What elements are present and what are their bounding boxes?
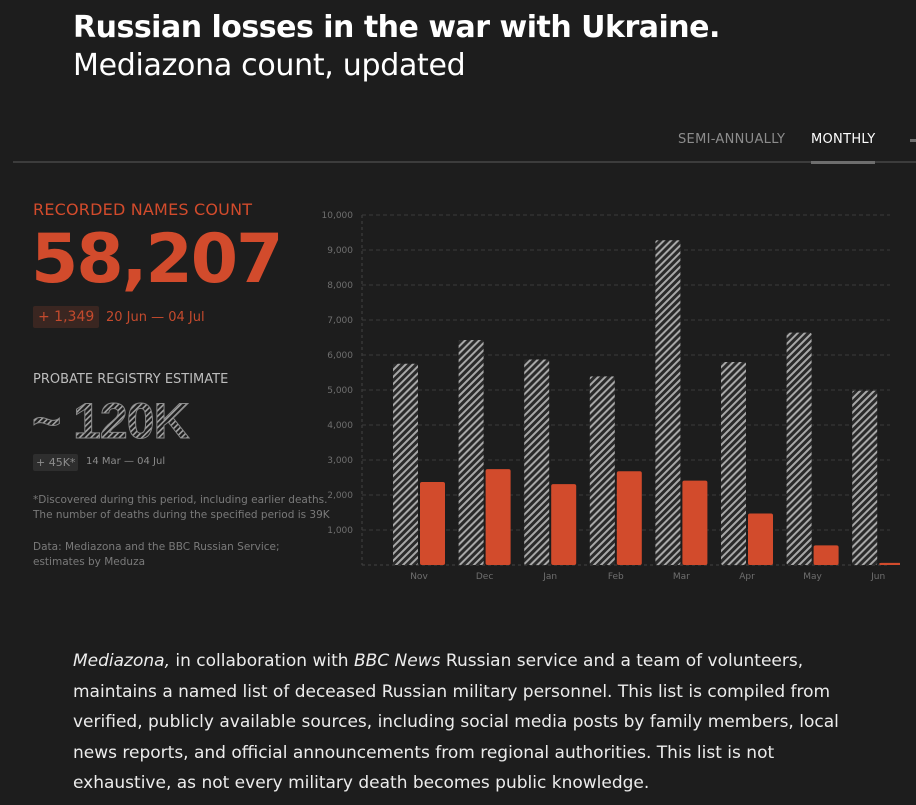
bar-recorded	[682, 480, 708, 565]
bar-estimate	[393, 363, 418, 565]
bar-recorded	[551, 484, 577, 565]
recorded-names-label: RECORDED NAMES COUNT	[33, 200, 253, 219]
bar-estimate	[524, 359, 550, 565]
bar-recorded	[879, 562, 900, 565]
x-tick-label: Jan	[542, 572, 557, 582]
x-tick-label: Apr	[739, 572, 755, 582]
description-paragraph: Mediazona, in collaboration with BBC New…	[73, 646, 873, 799]
footnote: *Discovered during this period, includin…	[33, 494, 330, 521]
page-subtitle: Mediazona count, updated	[73, 48, 466, 83]
bar-recorded	[748, 513, 773, 565]
bar-estimate	[721, 362, 746, 565]
bar-estimate	[852, 390, 878, 565]
y-tick-label: 10,000	[322, 211, 354, 221]
data-source-note: Data: Mediazona and the BBC Russian Serv…	[33, 541, 280, 568]
recorded-names-count: 58,207	[31, 220, 283, 299]
x-tick-label: Dec	[476, 572, 493, 582]
monthly-losses-chart: 1,000 2,000 3,000 4,000 5,000 6,000 7,000 8,000…	[322, 211, 900, 582]
recorded-date-range: 20 Jun — 04 Jul	[106, 310, 205, 325]
probate-delta-badge: + 45K*	[33, 454, 79, 471]
probate-estimate-text: ~ 120K	[32, 393, 190, 445]
tab-overflow-indicator[interactable]	[910, 139, 916, 142]
y-tick-label: 8,000	[327, 281, 353, 291]
y-tick-label: 4,000	[327, 421, 353, 431]
bar-estimate	[786, 332, 812, 565]
description-part-1: in collaboration with	[169, 651, 354, 671]
y-tick-label: 7,000	[327, 316, 353, 326]
bar-recorded	[813, 545, 839, 565]
description-part-2: Russian service and a team of volunteers…	[73, 651, 839, 793]
y-tick-label: 1,000	[327, 526, 353, 536]
x-tick-label: Feb	[608, 572, 624, 582]
bar-estimate	[589, 376, 615, 565]
period-tabs: SEMI-ANNUALLY MONTHLY	[0, 130, 916, 165]
tabs-divider	[13, 161, 916, 163]
bar-recorded	[420, 482, 445, 565]
y-tick-label: 5,000	[327, 386, 353, 396]
bar-recorded	[485, 469, 511, 565]
y-tick-label: 9,000	[327, 246, 353, 256]
x-tick-label: Jun	[870, 572, 885, 582]
x-tick-label: Mar	[673, 572, 690, 582]
probate-date-range: 14 Mar — 04 Jul	[86, 456, 166, 467]
bar-recorded	[616, 471, 642, 565]
outlet-bbc-news: BBC News	[353, 651, 441, 671]
x-tick-label: May	[803, 572, 822, 582]
x-tick-label: Nov	[410, 572, 428, 582]
y-tick-label: 3,000	[327, 456, 353, 466]
probate-estimate-value: ~ 120K	[32, 393, 192, 446]
probate-estimate-label: PROBATE REGISTRY ESTIMATE	[33, 372, 229, 387]
bar-estimate	[458, 339, 484, 565]
tab-semi-annually[interactable]: SEMI-ANNUALLY	[678, 132, 786, 147]
bar-estimate	[655, 240, 681, 565]
page-title: Russian losses in the war with Ukraine.	[73, 10, 720, 45]
tab-monthly[interactable]: MONTHLY	[811, 132, 876, 164]
outlet-mediazona: Mediazona,	[73, 651, 170, 671]
y-tick-label: 6,000	[327, 351, 353, 361]
y-tick-label: 2,000	[327, 491, 353, 501]
recorded-delta-badge: + 1,349	[33, 306, 100, 328]
